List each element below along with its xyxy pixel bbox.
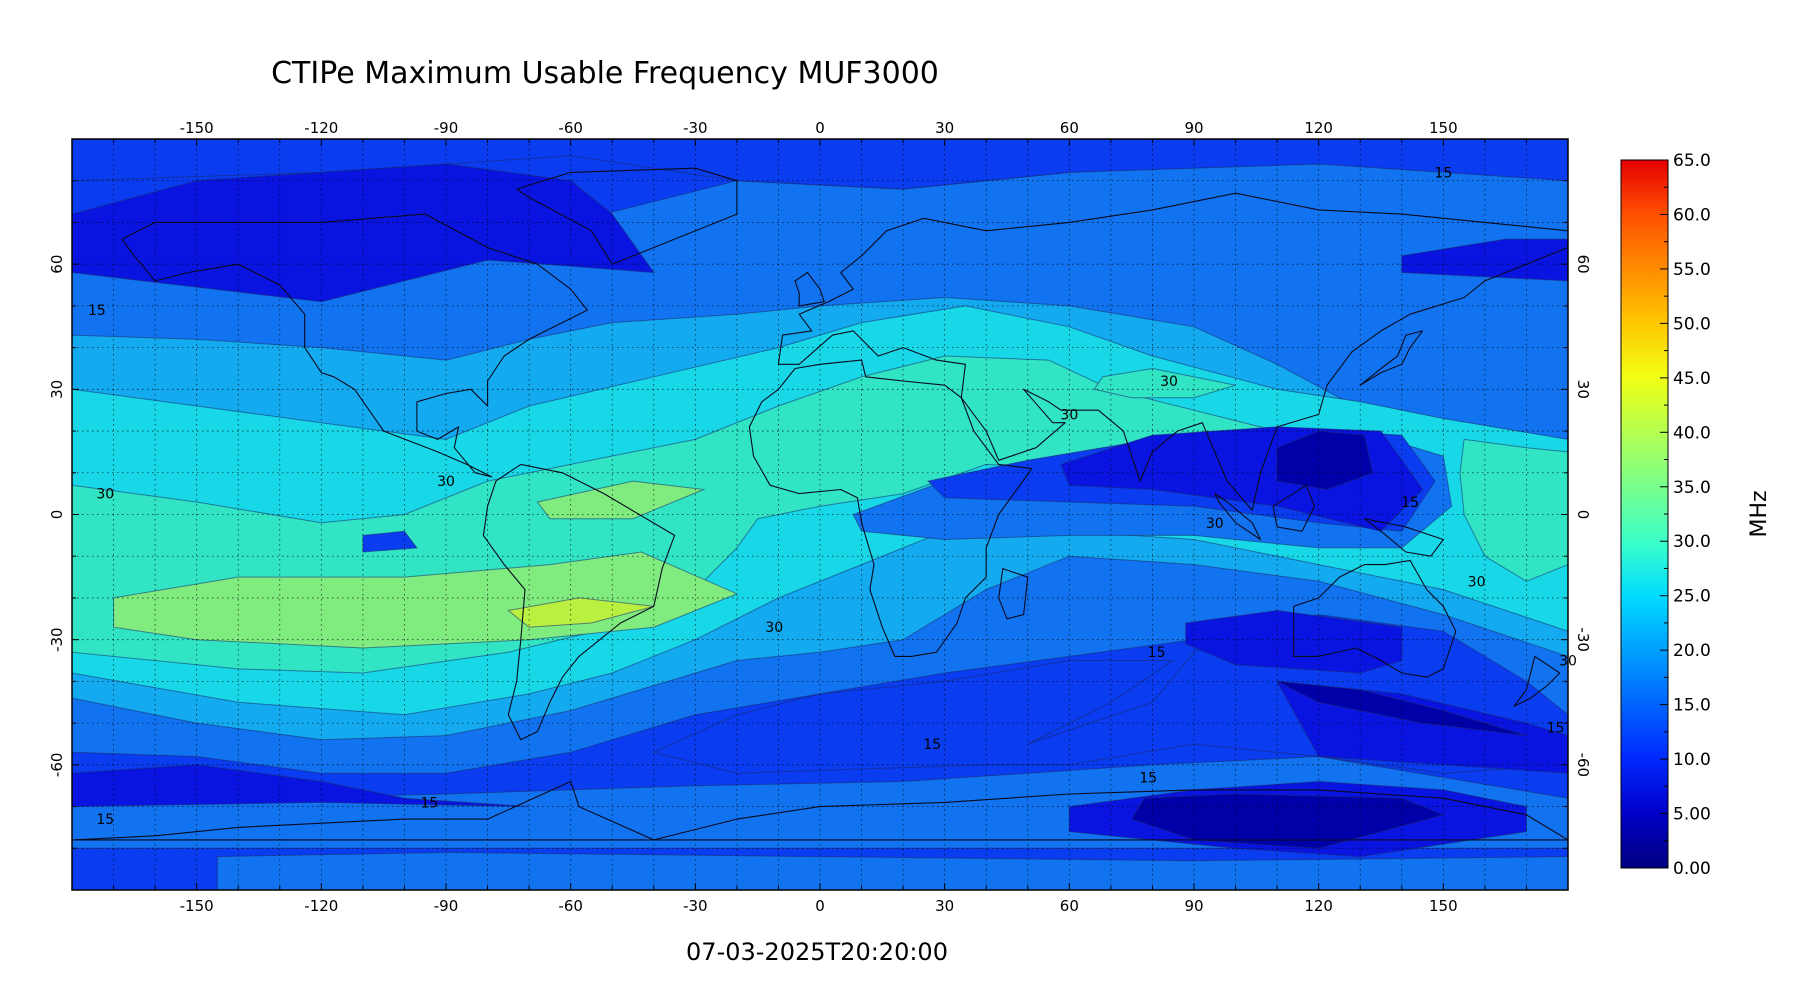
colorbar-tick-label: 20.0 — [1673, 641, 1711, 661]
colorbar-tick-label: 5.00 — [1673, 805, 1711, 825]
colorbar-tick-label: 35.0 — [1673, 478, 1711, 498]
colorbar-unit-label: MHz — [1747, 490, 1772, 537]
colorbar-tick-label: 45.0 — [1673, 369, 1711, 389]
lon-label-top: -150 — [180, 119, 214, 137]
timestamp-label: 07-03-2025T20:20:00 — [686, 938, 948, 966]
contour-label: 15 — [1139, 770, 1157, 786]
lon-label-top: -90 — [434, 119, 459, 137]
colorbar-tick-label: 0.00 — [1673, 859, 1711, 879]
contour-label: 15 — [96, 812, 114, 828]
lon-label-top: 30 — [935, 119, 954, 137]
contour-label: 30 — [1468, 574, 1486, 590]
coast-greenland — [516, 167, 738, 265]
contour-label: 15 — [1434, 165, 1452, 181]
lat-lon-grid — [72, 139, 1568, 890]
contour-label: 15 — [420, 795, 438, 811]
lon-label-bottom: 30 — [935, 897, 954, 915]
colorbar-ticks: 65.0 60.0 55.0 50.0 45.0 40.0 35.0 30.0 25.0 20.0… — [1660, 151, 1711, 879]
colorbar-tick-label: 15.0 — [1673, 696, 1711, 716]
lat-label-right: 60 — [1574, 255, 1592, 274]
lat-label-left: -60 — [48, 753, 66, 778]
lat-label-left: 60 — [48, 255, 66, 274]
coast-japan — [1359, 330, 1424, 386]
colorbar-tick-label: 55.0 — [1673, 260, 1711, 280]
lon-label-top: 90 — [1184, 119, 1203, 137]
contour-label: 30 — [1160, 374, 1178, 390]
colorbar-tick-label: 50.0 — [1673, 314, 1711, 334]
contour-label: 15 — [88, 303, 106, 319]
lon-label-bottom: -30 — [683, 897, 708, 915]
colorbar-gradient — [1620, 159, 1669, 869]
coastlines — [72, 167, 1568, 841]
coast-uk — [794, 271, 825, 307]
coast-madagascar — [998, 568, 1029, 620]
band-40-45 — [507, 597, 654, 628]
coast-borneo — [1272, 484, 1316, 532]
lon-label-bottom: 90 — [1184, 897, 1203, 915]
figure-title: CTIPe Maximum Usable Frequency MUF3000 — [271, 56, 939, 91]
contour-label: 30 — [96, 487, 114, 503]
lon-label-bottom: 120 — [1304, 897, 1333, 915]
contour-label: 15 — [923, 737, 941, 753]
contour-label: 15 — [1148, 645, 1166, 661]
contour-label: 30 — [765, 620, 783, 636]
colorbar-tick-label: 60.0 — [1673, 205, 1711, 225]
dip-10-15-pacific — [362, 530, 418, 553]
lon-label-bottom: 0 — [815, 897, 825, 915]
lat-label-right: 0 — [1574, 510, 1592, 520]
lon-label-bottom: -90 — [434, 897, 459, 915]
lat-label-left: 0 — [48, 510, 66, 520]
contour-label: 30 — [437, 474, 455, 490]
colorbar: 65.0 60.0 55.0 50.0 45.0 40.0 35.0 30.0 25.0 20.0… — [1620, 151, 1772, 879]
band-35-40-north — [536, 480, 706, 520]
lon-label-top: -30 — [683, 119, 708, 137]
lon-label-top: 0 — [815, 119, 825, 137]
south-0-5-polar — [1130, 793, 1445, 849]
lat-label-left: -30 — [48, 627, 66, 652]
lat-label-right: -30 — [1574, 627, 1592, 652]
coast-new-guinea — [1363, 518, 1444, 557]
lon-label-top: 120 — [1304, 119, 1333, 137]
lon-label-bottom: -120 — [304, 897, 338, 915]
colorbar-tick-label: 25.0 — [1673, 587, 1711, 607]
lon-label-top: -60 — [558, 119, 583, 137]
contour-label: 30 — [1206, 516, 1224, 532]
lat-label-left: 30 — [48, 380, 66, 399]
axis-labels: -150 -150 -120 -120 -90 -90 -60 -60 -30 -30 0 0 30 30… — [48, 119, 1592, 915]
coast-sumatra — [1214, 493, 1262, 541]
band-30-35-asia — [1093, 367, 1236, 399]
colorbar-tick-label: 30.0 — [1673, 532, 1711, 552]
lon-label-top: -120 — [304, 119, 338, 137]
coast-antarctica — [72, 780, 1568, 841]
colorbar-tick-label: 40.0 — [1673, 423, 1711, 443]
lon-label-bottom: 150 — [1429, 897, 1458, 915]
coast-eurasia — [777, 192, 1568, 511]
colorbar-tick-label: 65.0 — [1673, 151, 1711, 171]
lat-label-right: 30 — [1574, 380, 1592, 399]
frame-ticks — [72, 139, 1568, 890]
south-5-10-west — [72, 764, 530, 808]
lat-label-right: -60 — [1574, 753, 1592, 778]
lon-label-top: 150 — [1429, 119, 1458, 137]
lon-label-bottom: 60 — [1060, 897, 1079, 915]
coast-south-america — [482, 463, 676, 741]
lon-label-bottom: -150 — [180, 897, 214, 915]
contour-label: 15 — [1401, 495, 1419, 511]
band-30-35-east — [1459, 438, 1568, 582]
colorbar-tick-label: 10.0 — [1673, 750, 1711, 770]
lon-label-bottom: -60 — [558, 897, 583, 915]
lon-label-top: 60 — [1060, 119, 1079, 137]
coast-australia — [1293, 559, 1457, 678]
contour-label: 15 — [1547, 720, 1565, 736]
contour-label: 30 — [1060, 407, 1078, 423]
band-15-20-cap — [216, 851, 1568, 890]
